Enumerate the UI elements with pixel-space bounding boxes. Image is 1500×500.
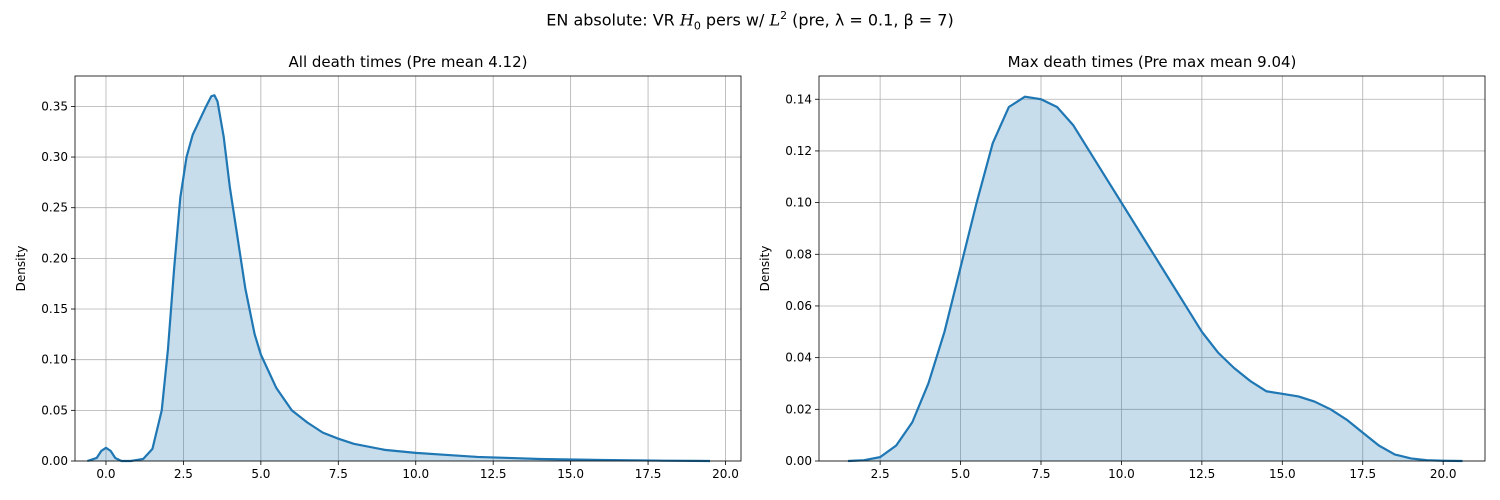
x-tick-label: 20.0 [1430,467,1457,481]
y-tick-label: 0.10 [41,353,68,367]
x-tick-label: 12.5 [480,467,507,481]
density-curve [847,95,1463,463]
x-tick-label: 17.5 [635,467,662,481]
axes-frame [818,75,1486,462]
y-axis-label: Density [14,246,28,292]
x-tick-label: 17.5 [1349,467,1376,481]
x-tick-label: 7.5 [329,467,348,481]
y-tick-label: 0.00 [785,454,812,468]
y-tick-label: 0.12 [785,144,812,158]
y-tick-label: 0.20 [41,251,68,265]
x-tick-label: 7.5 [1031,467,1050,481]
x-tick-label: 5.0 [251,467,270,481]
x-tick-label: 0.0 [96,467,115,481]
subplot-2: 2.5 5.0 7.5 10.0 12.5 15.0 17.5 20.0 0.00 0.02 0.0… [758,53,1486,481]
axes-frame [74,75,742,462]
y-tick-label: 0.15 [41,302,68,316]
y-tick-label: 0.35 [41,99,68,113]
x-tick-label: 10.0 [1108,467,1135,481]
density-area [87,95,711,461]
x-tick-label: 10.0 [402,467,429,481]
y-tick-label: 0.06 [785,299,812,313]
y-axis-label: Density [758,246,772,292]
density-area [847,96,1463,462]
x-tick-label: 2.5 [174,467,193,481]
x-tick-label: 2.5 [871,467,890,481]
y-tick-label: 0.25 [41,201,68,215]
x-tick-label: 15.0 [1269,467,1296,481]
density-curve [87,94,711,463]
y-tick-label: 0.10 [785,196,812,210]
y-tick-label: 0.00 [41,454,68,468]
figure-title: EN absolute: VR H0 pers w/ L2 (pre, λ = … [546,9,954,33]
y-tick-label: 0.04 [785,351,812,365]
subplot-title: All death times (Pre mean 4.12) [289,53,528,71]
y-tick-label: 0.02 [785,402,812,416]
y-tick-label: 0.08 [785,247,812,261]
x-tick-label: 15.0 [557,467,584,481]
y-tick-label: 0.14 [785,92,812,106]
y-tick-label: 0.05 [41,403,68,417]
subplot-title: Max death times (Pre max mean 9.04) [1008,53,1297,71]
y-tick-label: 0.30 [41,150,68,164]
x-tick-label: 12.5 [1189,467,1216,481]
subplot-1: 0.0 2.5 5.0 7.5 10.0 12.5 15.0 17.5 20.0 0.00 0.05… [14,53,742,481]
x-tick-label: 20.0 [712,467,739,481]
x-tick-label: 5.0 [951,467,970,481]
